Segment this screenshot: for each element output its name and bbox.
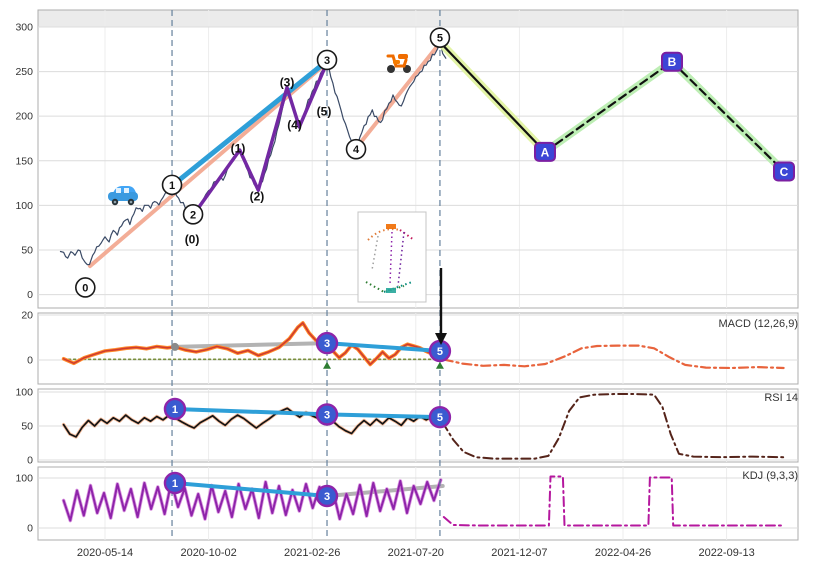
y-tick-label: 100 xyxy=(15,200,33,212)
projection-marker-label: C xyxy=(780,165,789,179)
markers-rsi: 1 3 5 xyxy=(163,397,452,429)
series-group-price xyxy=(59,38,788,269)
series-macd-gray-segment xyxy=(172,341,329,349)
y-tick-label: 100 xyxy=(15,386,33,398)
markers-macd: 35 xyxy=(170,331,452,369)
series-subwave-zigzag xyxy=(193,60,329,215)
wave-marker-label: 1 xyxy=(169,180,175,192)
series-trend-0-3 xyxy=(88,60,329,269)
projection-marker-A xyxy=(533,141,556,162)
y-tick-label: 100 xyxy=(15,473,33,485)
down-arrow-icon xyxy=(435,268,447,345)
wave-marker-label: 3 xyxy=(324,338,330,350)
subwave-label: (4) xyxy=(287,118,302,132)
wave-marker-label: 1 xyxy=(172,478,178,490)
dot-marker xyxy=(170,342,179,351)
rsi-panel-label: RSI 14 xyxy=(764,392,798,404)
series-core-macd-line xyxy=(62,322,442,366)
wave-marker-5 xyxy=(429,27,451,48)
y-tick-label: 0 xyxy=(27,523,33,535)
triangle-marker xyxy=(323,361,332,369)
panel-rsi: 0 50 100 xyxy=(15,386,799,466)
out-of-range-band xyxy=(38,10,798,27)
wave-marker-5 xyxy=(428,405,452,429)
wave-marker-label: 4 xyxy=(353,144,360,156)
wave-marker-3 xyxy=(315,403,339,426)
wave-marker-label: 3 xyxy=(324,409,330,421)
x-tick-label: 2022-04-26 xyxy=(595,547,651,559)
wave-marker-1 xyxy=(163,397,187,421)
series-proj-5-A xyxy=(438,41,547,153)
wave-marker-2 xyxy=(182,204,204,225)
wave-marker-label: 5 xyxy=(437,33,443,45)
projection-marker-C xyxy=(772,161,795,182)
series-kdj-1-3-line xyxy=(172,481,329,498)
x-tick-label: 2020-05-14 xyxy=(77,547,133,559)
y-tick-label: 50 xyxy=(21,420,33,432)
subwave-label: (2) xyxy=(250,189,265,203)
series-macd-projected xyxy=(442,344,785,370)
wave-marker-label: 1 xyxy=(172,404,178,416)
x-tick-label: 2021-12-07 xyxy=(491,547,547,559)
wave-marker-label: 0 xyxy=(82,282,88,294)
wave-marker-3 xyxy=(315,484,339,508)
y-tick-label: 150 xyxy=(15,155,33,167)
series-trend-4-5 xyxy=(354,41,442,151)
series-proj-A-B xyxy=(543,60,674,153)
macd-panel-label: MACD (12,26,9) xyxy=(718,318,798,330)
y-tick-label: 0 xyxy=(27,454,33,466)
car-icon xyxy=(108,186,138,206)
series-group-kdj xyxy=(61,475,785,527)
series-wave-1-3-line xyxy=(169,58,330,189)
scooter-icon xyxy=(386,54,411,73)
series-group-rsi xyxy=(61,393,785,460)
series-rsi-projected xyxy=(441,393,785,460)
wave-marker-label: 2 xyxy=(190,209,196,221)
y-tick-label: 0 xyxy=(27,289,33,301)
x-tick-label: 2021-02-26 xyxy=(284,547,340,559)
projection-marker-label: B xyxy=(668,55,677,69)
series-group-macd xyxy=(61,321,785,370)
y-tick-label: 300 xyxy=(15,21,33,33)
series-kdj-projected xyxy=(442,475,785,527)
projection-marker-B xyxy=(661,51,684,72)
wave-marker-4 xyxy=(345,138,367,160)
x-tick-label: 2021-07-20 xyxy=(388,547,444,559)
subwave-label: (1) xyxy=(231,141,246,155)
markers-price: (0) (1) (2) (3) (4) (5) 0 1 2 3 4 5 A B C xyxy=(75,27,795,298)
wave-marker-label: 3 xyxy=(324,55,330,67)
x-tick-label: 2020-10-02 xyxy=(180,547,236,559)
wave-marker-label: 3 xyxy=(324,491,330,503)
y-tick-label: 50 xyxy=(21,245,33,257)
wave-marker-3 xyxy=(315,331,339,355)
markers-kdj: 13 xyxy=(163,471,339,508)
subwave-label: (0) xyxy=(185,232,200,246)
y-tick-label: 0 xyxy=(27,354,33,366)
mini-chart-inset xyxy=(357,211,427,303)
triangle-marker xyxy=(435,361,444,369)
series-macd-3-5-line xyxy=(325,341,442,353)
wave-marker-1 xyxy=(163,471,187,495)
wave-marker-label: 5 xyxy=(437,346,443,358)
y-tick-label: 200 xyxy=(15,111,33,123)
y-tick-label: 20 xyxy=(21,310,33,322)
wave-marker-label: 5 xyxy=(437,412,443,424)
y-tick-label: 250 xyxy=(15,66,33,78)
wave-marker-3 xyxy=(316,49,338,71)
series-rsi-line xyxy=(62,407,441,438)
kdj-panel-label: KDJ (9,3,3) xyxy=(742,470,798,482)
subwave-label: (3) xyxy=(280,75,295,89)
wave-marker-1 xyxy=(161,174,183,196)
series-proj-B-C xyxy=(670,60,786,173)
subwave-label: (5) xyxy=(317,105,332,119)
x-tick-label: 2022-09-13 xyxy=(698,547,754,559)
projection-marker-label: A xyxy=(541,145,550,159)
wave-marker-0 xyxy=(75,277,96,298)
